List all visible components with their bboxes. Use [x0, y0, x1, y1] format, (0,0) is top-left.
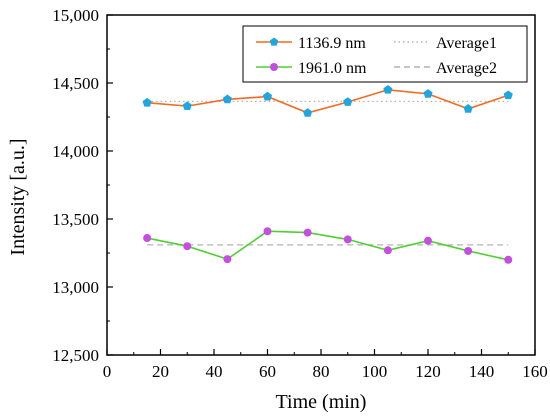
x-tick-label: 20 [152, 362, 169, 381]
y-tick-label: 12,500 [52, 346, 99, 365]
x-axis-label: Time (min) [276, 391, 367, 413]
series-line-2 [146, 230, 509, 261]
data-point-series-2 [464, 246, 473, 255]
data-point-series-2 [383, 246, 392, 255]
data-point-series-1 [383, 85, 393, 94]
y-tick-label: 13,000 [52, 278, 99, 297]
data-point-series-2 [424, 236, 432, 245]
legend-marker-circle [270, 63, 278, 71]
legend-box [242, 25, 528, 83]
data-point-series-1 [503, 90, 513, 100]
data-point-series-1 [343, 97, 353, 106]
data-point-series-2 [504, 255, 513, 264]
x-tick-label: 160 [522, 362, 548, 381]
x-tick-label: 60 [259, 362, 276, 381]
data-point-series-1 [463, 104, 473, 113]
legend-label-series-1: 1136.9 nm [298, 35, 366, 52]
data-point-series-1 [303, 108, 313, 117]
x-tick-label: 120 [415, 362, 441, 381]
y-axis-label: Intensity [a.u.] [7, 138, 29, 255]
y-tick-label: 14,000 [52, 142, 99, 161]
x-tick-label: 100 [362, 362, 388, 381]
legend-marker-pentagon [269, 37, 279, 46]
legend-label-average-1: Average1 [436, 35, 497, 52]
data-point-series-2 [343, 235, 352, 244]
y-tick-label: 14,500 [52, 74, 99, 93]
data-point-series-1 [182, 101, 192, 110]
legend: 1136.9 nm Average1 1961.0 nm Average2 [242, 25, 528, 83]
average-lines [147, 100, 509, 246]
y-tick-label: 13,500 [52, 210, 99, 229]
x-tick-label: 80 [313, 362, 330, 381]
legend-label-series-2: 1961.0 nm [298, 60, 367, 77]
y-tick-label: 15,000 [52, 6, 99, 25]
x-tick-label: 40 [206, 362, 223, 381]
series-layer [142, 85, 513, 264]
x-tick-label: 0 [103, 362, 112, 381]
data-point-series-2 [263, 227, 272, 236]
data-point-series-2 [223, 255, 232, 264]
data-point-series-1 [423, 89, 433, 98]
data-point-series-2 [143, 234, 152, 243]
data-point-series-2 [303, 228, 312, 237]
axis-ticks: 0 20 40 60 80 100 120 140 160 12,500 13,000 13,500 1… [52, 6, 548, 381]
data-point-series-1 [262, 91, 273, 101]
data-point-series-1 [222, 94, 232, 104]
legend-label-average-2: Average2 [436, 60, 497, 77]
series-line-1 [147, 88, 509, 114]
data-point-series-2 [183, 242, 192, 251]
data-point-series-1 [142, 97, 152, 107]
x-tick-label: 140 [469, 362, 495, 381]
